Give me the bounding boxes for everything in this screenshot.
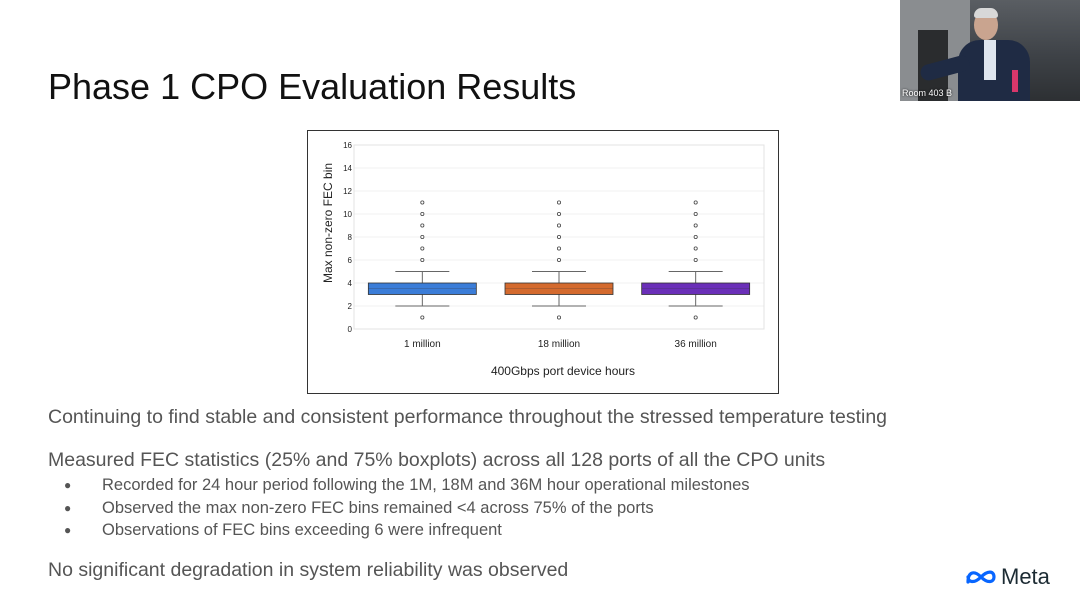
y-tick-label: 10 [343,210,352,219]
paragraph-measured-fec: Measured FEC statistics (25% and 75% box… [48,449,826,471]
room-label: Room 403 B [902,88,953,98]
outlier-point [693,258,698,263]
y-tick-labels: 0 2 4 6 8 10 12 14 16 [343,141,352,334]
chart-plot-area [353,144,765,330]
outlier-point [693,223,698,228]
meta-logo-text: Meta [1001,564,1050,589]
speaker-webcam-feed: Room 403 B [900,0,1080,101]
outlier-point [693,315,698,320]
x-axis-label: 400Gbps port device hours [491,364,635,378]
x-category-label: 1 million [404,339,441,350]
y-tick-label: 12 [343,187,352,196]
y-tick-label: 8 [348,233,353,242]
outlier-point [420,223,425,228]
outlier-point [420,315,425,320]
outlier-point [556,200,561,205]
speaker-badge-lanyard [1012,70,1018,92]
bullet-item: Observations of FEC bins exceeding 6 wer… [64,520,750,543]
bullet-item: Observed the max non-zero FEC bins remai… [64,498,750,521]
meta-logo: Meta [965,562,1075,592]
y-tick-label: 6 [348,256,353,265]
y-tick-label: 14 [343,164,352,173]
outlier-point [693,235,698,240]
speaker-shirt [984,40,996,80]
x-category-label: 36 million [675,339,717,350]
outlier-point [693,200,698,205]
x-category-label: 18 million [538,339,580,350]
outlier-point [556,246,561,251]
outlier-point [556,223,561,228]
outlier-point [693,212,698,217]
speaker-hair [974,8,998,18]
paragraph-stable-performance: Continuing to find stable and consistent… [48,406,888,428]
x-category-labels: 1 million 18 million 36 million [404,339,717,350]
y-tick-label: 4 [348,279,353,288]
outlier-point [420,212,425,217]
bullet-list: Recorded for 24 hour period following th… [64,475,750,543]
outlier-point [420,258,425,263]
outlier-point [556,212,561,217]
fec-boxplot-chart: 0 2 4 6 8 10 12 14 16 1 million 18 million 36 mill… [307,130,779,394]
chart-svg: 0 2 4 6 8 10 12 14 16 1 million 18 million 36 mill… [321,141,765,378]
outlier-point [420,200,425,205]
y-tick-label: 16 [343,141,352,150]
paragraph-no-degradation: No significant degradation in system rel… [48,559,569,581]
outlier-point [556,235,561,240]
outlier-point [556,258,561,263]
y-tick-label: 2 [348,302,353,311]
y-axis-label: Max non-zero FEC bin [321,163,335,283]
meta-infinity-icon [966,570,996,584]
bullet-item: Recorded for 24 hour period following th… [64,475,750,498]
outlier-point [420,235,425,240]
outlier-point [556,315,561,320]
slide-title: Phase 1 CPO Evaluation Results [48,66,577,107]
outlier-point [420,246,425,251]
outlier-point [693,246,698,251]
y-tick-label: 0 [348,325,353,334]
boxplot-boxes [367,200,751,320]
